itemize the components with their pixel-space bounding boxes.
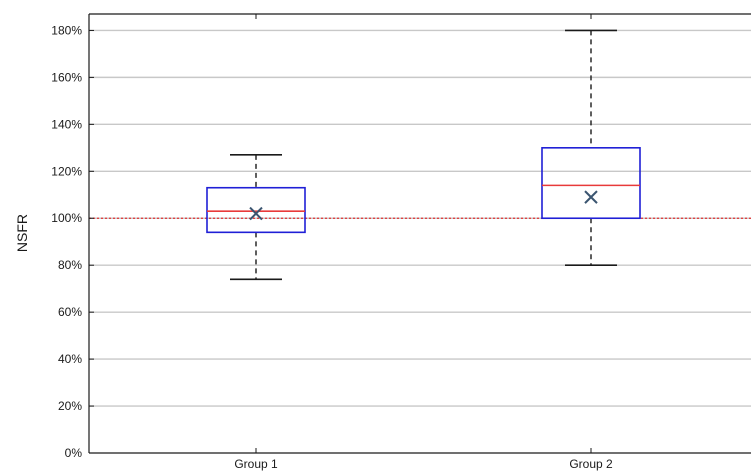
mean-marker-stroke xyxy=(584,190,598,204)
y-tick-label: 20% xyxy=(58,399,82,413)
mean-marker xyxy=(249,206,263,221)
y-axis-label: NSFR xyxy=(14,214,30,252)
mean-marker-stroke xyxy=(249,206,263,221)
y-tick-label: 120% xyxy=(51,164,82,178)
y-tick-label: 80% xyxy=(58,258,82,272)
y-tick-label: 40% xyxy=(58,352,82,366)
y-tick-label: 100% xyxy=(51,211,82,225)
mean-marker xyxy=(584,190,598,204)
box-body xyxy=(206,186,306,234)
x-tick-label: Group 1 xyxy=(234,457,278,471)
y-tick-label: 60% xyxy=(58,305,82,319)
grid-layer xyxy=(89,29,751,407)
box-layer xyxy=(206,29,641,281)
y-tick-label: 180% xyxy=(51,23,82,37)
box-body xyxy=(541,147,641,220)
y-tick-label: 0% xyxy=(65,446,83,460)
x-tick-label: Group 2 xyxy=(569,457,613,471)
y-tick-label: 140% xyxy=(51,117,82,131)
axis-layer: 0% 20% 40% 60% 80% 100% 120% 140% 160% 180% Group … xyxy=(51,13,751,471)
y-tick-label: 160% xyxy=(51,70,82,84)
